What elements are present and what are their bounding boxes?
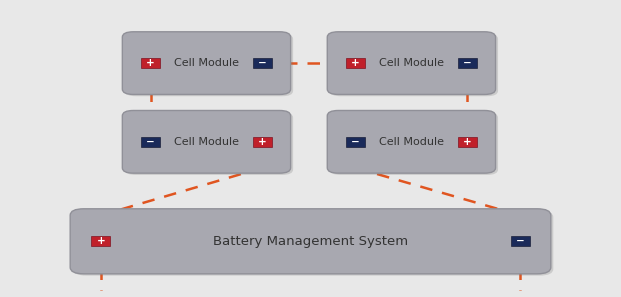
FancyBboxPatch shape xyxy=(125,34,293,96)
Text: Cell Module: Cell Module xyxy=(174,137,239,147)
FancyBboxPatch shape xyxy=(327,110,496,173)
FancyBboxPatch shape xyxy=(458,58,477,68)
FancyBboxPatch shape xyxy=(330,34,498,96)
Text: +: + xyxy=(258,137,267,147)
Text: +: + xyxy=(463,137,472,147)
Text: +: + xyxy=(146,58,155,68)
FancyBboxPatch shape xyxy=(346,58,365,68)
Text: −: − xyxy=(351,137,360,147)
FancyBboxPatch shape xyxy=(330,112,498,175)
FancyBboxPatch shape xyxy=(141,58,160,68)
FancyBboxPatch shape xyxy=(125,112,293,175)
FancyBboxPatch shape xyxy=(122,110,291,173)
Text: Battery Management System: Battery Management System xyxy=(213,235,408,248)
Text: Cell Module: Cell Module xyxy=(174,58,239,68)
FancyBboxPatch shape xyxy=(253,137,272,147)
Text: +: + xyxy=(351,58,360,68)
Text: +: + xyxy=(96,236,105,246)
Text: Cell Module: Cell Module xyxy=(379,137,444,147)
Text: −: − xyxy=(146,137,155,147)
FancyBboxPatch shape xyxy=(510,236,530,247)
FancyBboxPatch shape xyxy=(458,137,477,147)
FancyBboxPatch shape xyxy=(346,137,365,147)
FancyBboxPatch shape xyxy=(91,236,111,247)
FancyBboxPatch shape xyxy=(253,58,272,68)
FancyBboxPatch shape xyxy=(141,137,160,147)
Text: −: − xyxy=(463,58,472,68)
Text: Cell Module: Cell Module xyxy=(379,58,444,68)
Text: −: − xyxy=(258,58,267,68)
FancyBboxPatch shape xyxy=(122,32,291,94)
FancyBboxPatch shape xyxy=(73,211,553,276)
FancyBboxPatch shape xyxy=(327,32,496,94)
Text: −: − xyxy=(516,236,525,246)
FancyBboxPatch shape xyxy=(70,209,551,274)
